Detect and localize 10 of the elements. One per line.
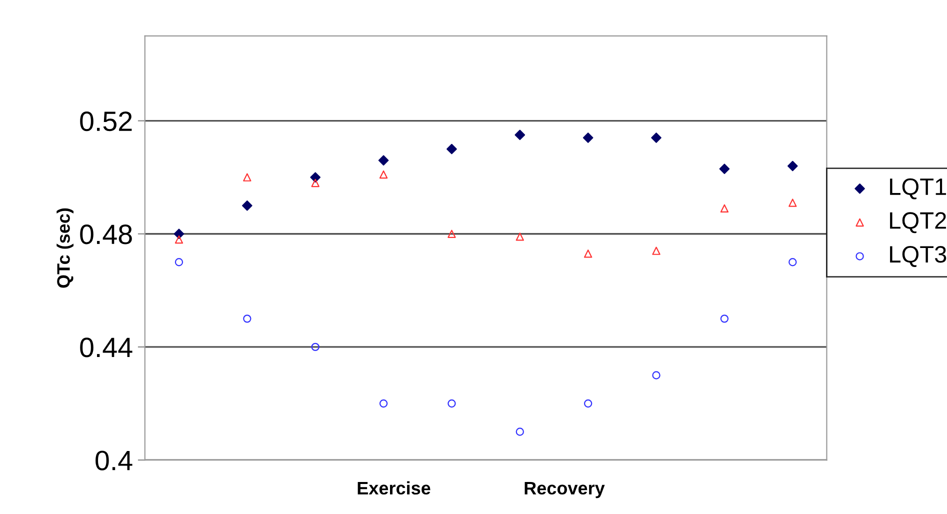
y-tick-label: 0.44: [80, 338, 132, 358]
y-tick-label: 0.48: [80, 224, 132, 244]
y-tick-label: 0.52: [80, 111, 132, 132]
y-tick-label: 0.4: [96, 450, 132, 470]
legend-label: LQT1: [890, 178, 946, 200]
text: Exercise: [358, 481, 430, 495]
y-axis-title: QTc (sec): [56, 208, 74, 288]
legend-label: LQT3: [890, 246, 946, 267]
legend-label: LQT2: [890, 212, 946, 234]
text: Recovery: [524, 482, 605, 498]
